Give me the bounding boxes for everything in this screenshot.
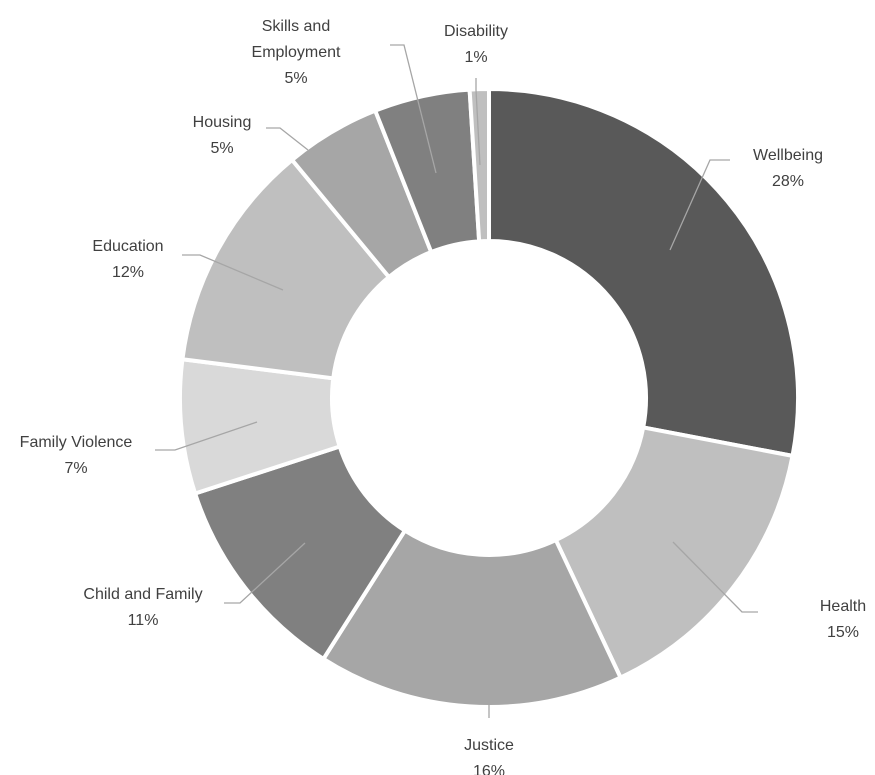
leader-line-child-and-family — [224, 542, 306, 604]
slice-health — [553, 425, 795, 680]
category-label-justice: Justice — [464, 737, 514, 754]
data-label-wellbeing: 28% — [772, 173, 804, 190]
data-label-education: 12% — [112, 264, 144, 281]
leader-line-wellbeing — [669, 159, 730, 251]
category-label-child-and-family: Child and Family — [83, 586, 202, 603]
category-label-health: Health — [820, 598, 866, 615]
slice-wellbeing — [487, 87, 800, 458]
leader-line-education — [182, 254, 284, 291]
data-label-disability: 1% — [464, 49, 487, 66]
category-label-wellbeing: Wellbeing — [753, 147, 823, 164]
data-label-child-and-family: 11% — [128, 612, 159, 629]
data-label-justice: 16% — [473, 763, 505, 775]
data-label-skills-and-employment: 5% — [284, 70, 307, 87]
leader-line-housing — [266, 127, 309, 151]
category-label-skills-and-employment: Skills and — [262, 18, 330, 35]
slice-justice — [321, 528, 623, 709]
data-label-housing: 5% — [210, 140, 233, 157]
data-label-family-violence: 7% — [64, 460, 87, 477]
leader-line-disability — [475, 78, 481, 166]
category-label-education: Education — [92, 238, 163, 255]
data-label-health: 15% — [827, 624, 859, 641]
leader-lines — [155, 44, 758, 718]
category-label-skills-and-employment: Employment — [252, 44, 341, 61]
leader-line-health — [672, 541, 758, 613]
category-label-family-violence: Family Violence — [20, 434, 133, 451]
category-label-housing: Housing — [193, 114, 252, 131]
slice-labels: Wellbeing 28% Health 15% Justice 16% Child and… — [20, 18, 866, 775]
leader-line-family-violence — [155, 421, 258, 451]
category-label-disability: Disability — [444, 23, 508, 40]
donut-slices — [178, 87, 800, 709]
leader-line-skills-and-employment — [390, 44, 437, 174]
